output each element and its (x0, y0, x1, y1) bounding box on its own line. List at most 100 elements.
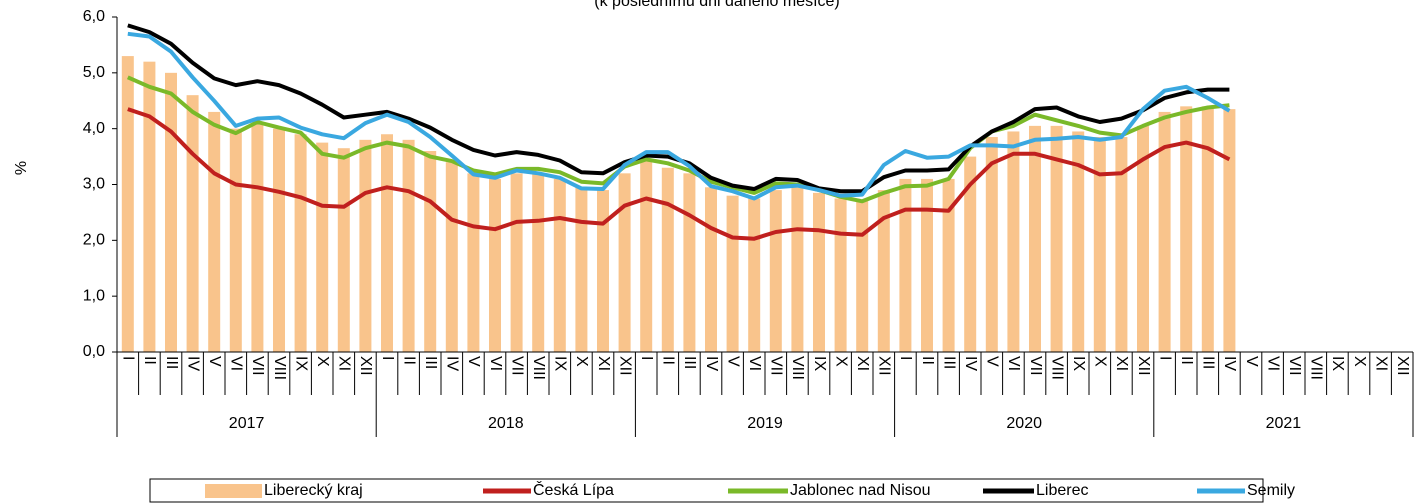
bar (726, 195, 739, 352)
x-tick-label: XII (1135, 356, 1152, 376)
bar (337, 148, 350, 352)
x-tick-label: VI (228, 356, 245, 371)
x-tick-label: III (422, 356, 439, 369)
bar (424, 151, 437, 352)
x-tick-label: II (141, 356, 158, 365)
bar (1115, 137, 1128, 352)
bar (705, 187, 717, 352)
bar (942, 178, 955, 352)
x-tick-label: V (1243, 356, 1260, 367)
bar (1029, 125, 1041, 352)
y-tick-label: 2,0 (83, 232, 105, 249)
bar (186, 95, 199, 353)
x-tick-label: III (163, 356, 180, 369)
x-tick-label: I (1156, 356, 1173, 360)
x-tick-label: III (940, 356, 957, 369)
x-tick-label: X (573, 356, 590, 367)
x-tick-label: I (897, 356, 914, 360)
bar (294, 134, 307, 352)
x-tick-label: IX (292, 356, 309, 371)
x-tick-label: IX (552, 356, 569, 371)
bar (165, 72, 177, 352)
x-tick-label: VII (1027, 356, 1044, 376)
bar (921, 178, 933, 352)
bar (273, 128, 285, 352)
bar (1007, 131, 1020, 352)
year-label: 2018 (488, 415, 524, 432)
line-series (127, 107, 1231, 241)
bar (985, 137, 998, 352)
bar (791, 187, 804, 352)
bar (1201, 106, 1214, 352)
bar (1050, 125, 1063, 352)
bar (856, 201, 869, 352)
bar (402, 139, 415, 352)
x-tick-label: III (1200, 356, 1217, 369)
bar (229, 128, 242, 352)
x-tick-label: VI (487, 356, 504, 371)
x-tick-label: IV (1221, 356, 1238, 371)
bar (769, 190, 782, 352)
y-tick-label: 6,0 (83, 8, 105, 25)
x-tick-label: VIII (789, 356, 806, 380)
x-tick-label: X (1092, 356, 1109, 367)
bar (1223, 109, 1236, 352)
chart-subtitle: (k poslednímu dni daného měsíce) (594, 0, 839, 10)
bar (510, 173, 523, 352)
bar (1180, 106, 1193, 352)
bar (640, 159, 653, 352)
y-tick-label: 4,0 (83, 120, 105, 137)
line-series (127, 31, 1231, 201)
x-tick-label: VIII (271, 356, 288, 380)
bar (813, 192, 825, 352)
x-tick-label: X (1351, 356, 1368, 367)
bar (316, 142, 329, 352)
bar (208, 111, 221, 353)
bar (251, 123, 264, 352)
year-label: 2021 (1266, 415, 1302, 432)
bar (618, 173, 631, 352)
x-tick-label: VI (1005, 356, 1022, 371)
bar (834, 198, 847, 352)
year-label: 2019 (747, 415, 783, 432)
legend-label: Jablonec nad Nisou (790, 482, 931, 499)
x-tick-label: IX (1070, 356, 1087, 371)
x-tick-label: II (919, 356, 936, 365)
bar (1158, 111, 1171, 353)
x-tick-label: V (465, 356, 482, 367)
x-tick-label: I (638, 356, 655, 360)
bar (381, 134, 393, 352)
bar (445, 162, 458, 352)
legend-box (149, 478, 1264, 503)
bar (877, 190, 890, 352)
bar (683, 173, 696, 352)
x-tick-label: IV (962, 356, 979, 371)
year-label: 2020 (1006, 415, 1042, 432)
x-tick-label: IV (703, 356, 720, 371)
x-tick-label: II (1178, 356, 1195, 365)
x-tick-label: XI (336, 356, 353, 371)
bar (597, 190, 609, 352)
x-tick-label: VII (1286, 356, 1303, 376)
legend-swatch (205, 484, 262, 498)
x-tick-label: IX (1329, 356, 1346, 371)
bar (143, 61, 156, 353)
bar (1093, 137, 1106, 352)
x-tick-label: VIII (1308, 356, 1325, 380)
x-tick-label: IV (184, 356, 201, 371)
x-tick-label: VI (746, 356, 763, 371)
year-label: 2017 (229, 415, 265, 432)
x-tick-label: VII (508, 356, 525, 376)
x-tick-label: VIII (1048, 356, 1065, 380)
x-tick-label: X (314, 356, 331, 367)
bar (899, 178, 912, 352)
bar (1072, 131, 1085, 352)
x-tick-label: XI (1372, 356, 1389, 371)
x-tick-label: VII (768, 356, 785, 376)
bar (748, 198, 761, 352)
x-tick-label: XI (1113, 356, 1130, 371)
line-series (126, 75, 1230, 204)
x-tick-label: XII (357, 356, 374, 376)
x-tick-label: V (984, 356, 1001, 367)
